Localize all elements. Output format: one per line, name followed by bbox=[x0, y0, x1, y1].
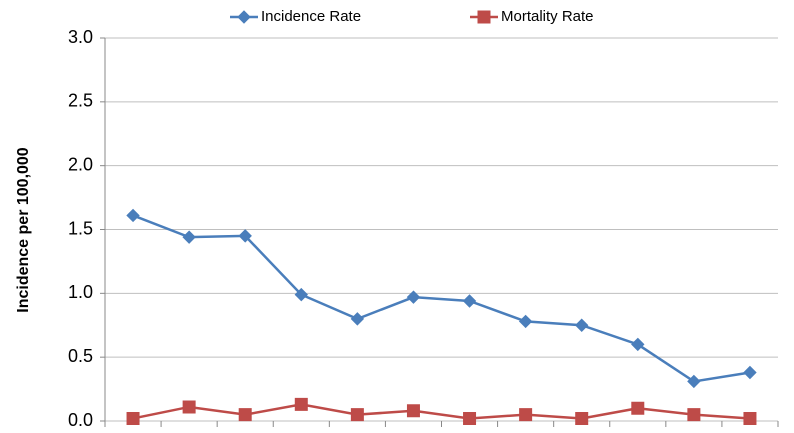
data-point bbox=[463, 411, 477, 425]
data-point bbox=[687, 408, 701, 422]
y-tick-label: 3.0 bbox=[68, 27, 93, 47]
data-point bbox=[743, 365, 757, 380]
y-tick-label: 0.0 bbox=[68, 410, 93, 430]
data-point bbox=[126, 208, 140, 223]
data-point bbox=[631, 401, 645, 415]
series-line bbox=[132, 403, 751, 420]
y-tick-label: 0.5 bbox=[68, 346, 93, 366]
data-point bbox=[575, 411, 589, 425]
data-point bbox=[518, 314, 533, 329]
data-point bbox=[631, 337, 645, 352]
data-point bbox=[575, 318, 589, 332]
data-point bbox=[406, 290, 421, 304]
y-tick-label: 1.0 bbox=[68, 282, 93, 302]
legend-marker bbox=[477, 10, 491, 24]
y-tick-label: 1.5 bbox=[68, 218, 93, 238]
data-point bbox=[350, 408, 364, 422]
data-point bbox=[687, 374, 701, 389]
y-axis-title: Incidence per 100,000 bbox=[15, 147, 32, 313]
data-point bbox=[294, 397, 308, 411]
data-point bbox=[238, 229, 252, 243]
data-point bbox=[743, 411, 757, 425]
legend-label: Mortality Rate bbox=[501, 8, 594, 25]
y-tick-label: 2.5 bbox=[68, 91, 93, 111]
data-point bbox=[182, 230, 196, 244]
data-point bbox=[350, 312, 365, 326]
y-tick-label: 2.0 bbox=[68, 154, 93, 174]
data-point bbox=[519, 408, 533, 422]
data-point bbox=[462, 294, 477, 308]
data-point bbox=[126, 411, 140, 425]
legend-label: Incidence Rate bbox=[261, 8, 361, 25]
series-line bbox=[132, 214, 751, 383]
data-point bbox=[406, 404, 420, 418]
legend-marker bbox=[237, 10, 251, 24]
data-point bbox=[238, 408, 252, 422]
data-point bbox=[294, 287, 308, 302]
data-point bbox=[182, 400, 196, 414]
